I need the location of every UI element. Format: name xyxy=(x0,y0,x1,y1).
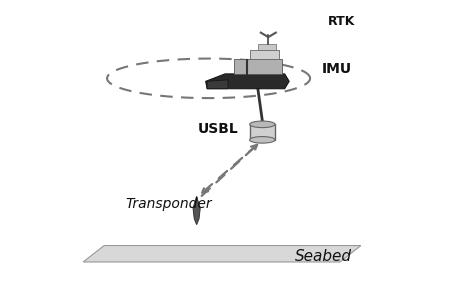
Ellipse shape xyxy=(250,121,275,128)
Text: IMU: IMU xyxy=(322,62,352,76)
Polygon shape xyxy=(251,50,279,59)
Text: Seabed: Seabed xyxy=(295,248,352,263)
Ellipse shape xyxy=(250,136,275,143)
Text: RTK: RTK xyxy=(328,15,356,28)
Polygon shape xyxy=(207,80,228,89)
Polygon shape xyxy=(258,44,276,50)
Polygon shape xyxy=(193,196,200,225)
Polygon shape xyxy=(234,59,282,74)
Polygon shape xyxy=(250,124,275,140)
Polygon shape xyxy=(83,246,361,262)
Text: USBL: USBL xyxy=(198,122,238,136)
Text: Transponder: Transponder xyxy=(125,197,212,211)
Polygon shape xyxy=(206,74,289,89)
